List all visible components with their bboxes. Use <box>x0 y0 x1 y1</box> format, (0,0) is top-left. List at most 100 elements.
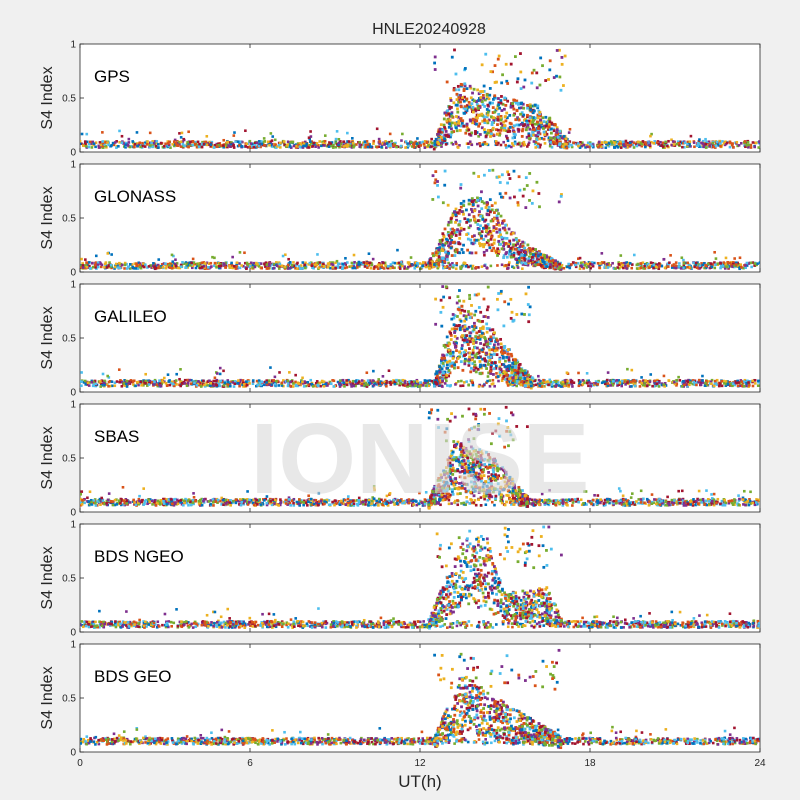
data-point <box>663 381 667 385</box>
data-point <box>511 104 515 108</box>
data-point <box>565 371 569 375</box>
data-point <box>490 249 494 253</box>
data-point <box>701 381 705 384</box>
data-point <box>168 263 171 267</box>
data-point <box>682 262 686 265</box>
data-point <box>239 382 243 386</box>
data-point <box>455 261 459 265</box>
data-point <box>148 381 151 385</box>
data-point <box>482 201 486 205</box>
data-point <box>493 384 496 388</box>
data-point <box>232 134 236 137</box>
data-point <box>135 262 138 265</box>
data-point <box>268 383 271 387</box>
data-point <box>504 252 508 256</box>
data-point <box>482 89 486 93</box>
data-point <box>498 133 501 137</box>
data-point <box>238 144 241 147</box>
data-point <box>265 379 269 382</box>
data-point <box>417 141 421 145</box>
data-point <box>190 261 193 265</box>
data-point <box>511 125 515 129</box>
data-point <box>656 380 659 384</box>
data-point <box>401 264 404 268</box>
data-point <box>376 267 380 270</box>
data-point <box>647 383 651 386</box>
data-point <box>87 145 91 149</box>
data-point <box>479 236 483 240</box>
data-point <box>536 145 540 148</box>
data-point <box>385 146 388 149</box>
data-point <box>289 265 293 269</box>
data-point <box>181 142 185 146</box>
data-point <box>677 265 681 268</box>
data-point <box>473 217 477 221</box>
data-point <box>132 383 135 386</box>
data-point <box>268 264 271 267</box>
data-point <box>457 123 460 127</box>
data-point <box>557 384 561 387</box>
data-point <box>749 380 752 383</box>
data-point <box>652 384 656 388</box>
data-point <box>497 252 500 256</box>
data-point <box>476 198 480 202</box>
data-point <box>320 379 324 383</box>
data-point <box>362 379 366 383</box>
data-point <box>354 266 357 270</box>
data-point <box>449 241 453 244</box>
data-point <box>499 291 503 295</box>
data-point <box>433 181 437 185</box>
data-point <box>564 138 567 142</box>
data-point <box>255 146 258 149</box>
data-point <box>322 142 325 145</box>
data-point <box>753 264 756 267</box>
data-point <box>501 221 504 225</box>
data-point <box>229 143 233 147</box>
data-point <box>240 145 243 148</box>
data-point <box>183 378 187 382</box>
data-point <box>430 379 434 383</box>
data-point <box>351 137 354 140</box>
data-point <box>446 384 449 387</box>
data-point <box>209 261 213 265</box>
data-point <box>125 267 129 270</box>
data-point <box>726 383 730 386</box>
data-point <box>502 254 506 257</box>
data-point <box>499 101 503 105</box>
data-point <box>476 116 479 120</box>
data-point <box>344 256 347 260</box>
data-point <box>148 379 152 383</box>
data-point <box>101 131 104 134</box>
data-point <box>106 374 109 378</box>
data-point <box>144 372 148 376</box>
data-point <box>291 141 294 144</box>
data-point <box>223 381 227 385</box>
data-point <box>301 261 305 264</box>
data-point <box>148 144 152 147</box>
data-point <box>260 140 263 143</box>
data-point <box>501 73 504 77</box>
data-point <box>574 265 578 269</box>
data-point <box>507 127 511 131</box>
data-point <box>263 262 266 266</box>
data-point <box>751 379 754 383</box>
data-point <box>172 266 176 270</box>
data-point <box>347 140 351 143</box>
data-point <box>444 241 448 245</box>
data-point <box>598 263 601 267</box>
data-point <box>80 257 83 261</box>
data-point <box>724 267 727 270</box>
data-point <box>515 117 519 121</box>
data-point <box>530 71 534 75</box>
data-point <box>543 261 547 265</box>
data-point <box>486 121 490 125</box>
data-point <box>398 263 402 266</box>
data-point <box>608 263 611 267</box>
data-point <box>663 142 666 145</box>
data-point <box>451 212 455 216</box>
data-point <box>304 261 307 265</box>
data-point <box>558 48 561 52</box>
data-point <box>474 130 477 133</box>
data-point <box>456 84 460 88</box>
data-point <box>711 141 715 145</box>
